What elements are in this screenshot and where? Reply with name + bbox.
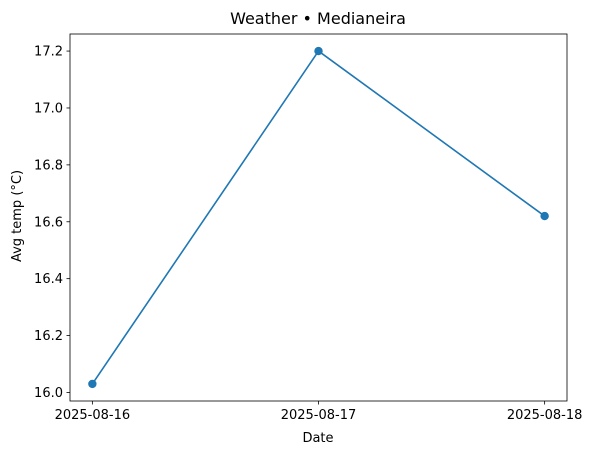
data-point [88,379,97,389]
data-point [540,211,549,221]
plot-area [69,33,568,402]
y-tick-label: 16.4 [34,272,63,287]
chart-title: Weather • Medianeira [230,9,406,28]
x-tick-label: 2025-08-17 [281,408,357,423]
y-tick-label: 17.2 [34,45,63,60]
y-axis-label: Avg temp (°C) [10,170,25,262]
y-tick-label: 16.0 [34,386,63,401]
y-tick-label: 16.6 [34,215,63,230]
y-axis: 16.0 16.2 16.4 16.6 16.8 17.0 17.2 [34,45,70,401]
y-tick-label: 16.2 [34,329,63,344]
data-point [314,46,323,56]
x-axis: 2025-08-16 2025-08-17 2025-08-18 [55,401,583,423]
series-layer [88,46,549,389]
y-tick-label: 16.8 [34,158,63,173]
x-axis-label: Date [302,431,333,446]
x-tick-label: 2025-08-16 [55,408,131,423]
plot-frame [69,33,568,402]
series-line [91,50,546,385]
y-tick-label: 17.0 [34,101,63,116]
x-tick-label: 2025-08-18 [507,408,583,423]
